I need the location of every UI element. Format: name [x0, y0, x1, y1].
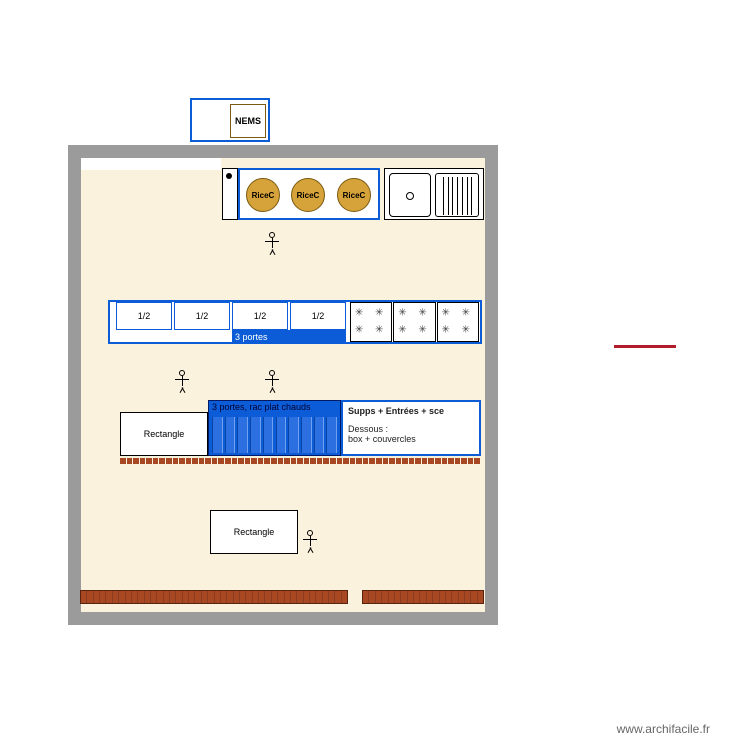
nems-box: NEMS [190, 98, 270, 142]
counter-bar [362, 590, 484, 604]
red-mark [614, 345, 676, 348]
sink [384, 168, 484, 220]
rice-cooker: RiceC [337, 178, 371, 212]
supps-line3: box + couvercles [348, 434, 474, 444]
cooktop-cell: ✳✳✳✳ [437, 302, 479, 342]
brown-tick-row [120, 458, 480, 464]
rice-cooker: RiceC [246, 178, 280, 212]
cooktop-cell: ✳✳✳✳ [350, 302, 392, 342]
rice-cooker: RiceC [291, 178, 325, 212]
cooktop-cell: ✳✳✳✳ [393, 302, 435, 342]
half-cell: 1/2 [232, 302, 288, 330]
footer-link[interactable]: www.archifacile.fr [617, 722, 710, 736]
supps-box: Supps + Entrées + sce Dessous :box + couv… [341, 400, 481, 456]
nems-label: NEMS [230, 104, 266, 138]
person-icon [262, 370, 282, 400]
counter-bar [80, 590, 348, 604]
person-icon [172, 370, 192, 400]
hot-plate-label: 3 portes, rac plat chauds [209, 401, 342, 415]
half-cell: 1/2 [290, 302, 346, 330]
hot-plate-block: 3 portes, rac plat chauds [208, 400, 341, 456]
half-cell: 1/2 [116, 302, 172, 330]
three-doors-label: 3 portes [232, 330, 346, 344]
appliance-left [222, 168, 238, 220]
rectangle-box-bottom: Rectangle [210, 510, 298, 554]
rectangle-box: Rectangle [120, 412, 208, 456]
person-icon [300, 530, 320, 560]
person-icon [262, 232, 282, 262]
half-cell: 1/2 [174, 302, 230, 330]
supps-line1: Supps + Entrées + sce [348, 406, 474, 416]
supps-line2: Dessous : [348, 424, 474, 434]
